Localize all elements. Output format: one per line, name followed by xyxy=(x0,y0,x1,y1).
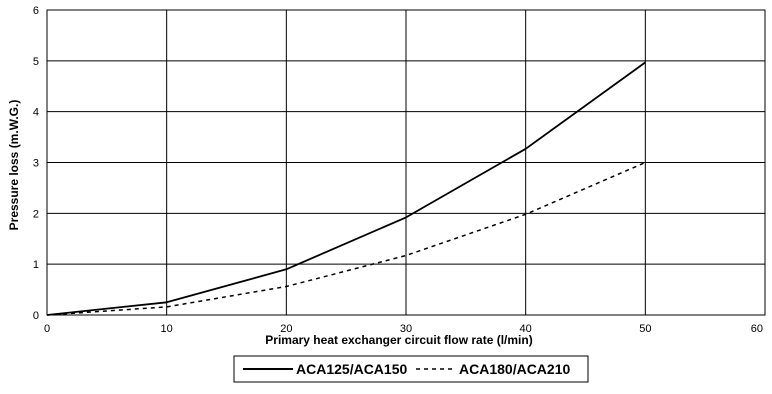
legend-label-aca125-aca150: ACA125/ACA150 xyxy=(296,361,407,377)
y-tick-label: 2 xyxy=(33,208,39,220)
x-tick-label: 30 xyxy=(400,323,412,335)
y-tick-label: 1 xyxy=(33,259,39,271)
y-tick-label: 6 xyxy=(33,5,39,17)
legend: ACA125/ACA150 ACA180/ACA210 xyxy=(233,355,589,383)
y-axis-label: Pressure loss (m.W.G.) xyxy=(7,100,21,231)
x-tick-label: 50 xyxy=(639,323,651,335)
series-lines xyxy=(46,61,646,316)
x-tick-label: 20 xyxy=(280,323,292,335)
grid-lines xyxy=(46,9,766,316)
legend-label-aca180-aca210: ACA180/ACA210 xyxy=(459,361,570,377)
x-tick-label: 0 xyxy=(44,323,50,335)
y-tick-label: 3 xyxy=(33,158,39,170)
x-tick-labels: 0 10 20 30 40 50 60 xyxy=(44,323,763,335)
plot-frame xyxy=(46,9,766,316)
y-tick-label: 5 xyxy=(33,56,39,68)
y-tick-label: 0 xyxy=(33,310,39,322)
series-line-aca125-aca150 xyxy=(46,61,646,316)
x-tick-label: 40 xyxy=(520,323,532,335)
x-axis-label: Primary heat exchanger circuit flow rate… xyxy=(265,333,532,347)
x-tick-label: 60 xyxy=(751,323,763,335)
series-line-aca180-aca210 xyxy=(46,161,646,316)
y-tick-label: 4 xyxy=(33,107,39,119)
x-tick-label: 10 xyxy=(161,323,173,335)
y-tick-labels: 0 1 2 3 4 5 6 xyxy=(33,5,39,322)
